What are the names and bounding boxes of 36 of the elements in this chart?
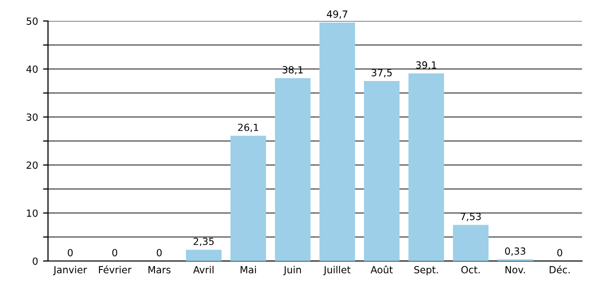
y-tick-label: 0 [32,257,38,265]
bar [452,224,489,261]
y-tick-label: 20 [26,161,38,169]
x-tick-label: Février [98,265,132,274]
x-tick-label: Avril [193,266,214,274]
x-tick-label: Déc. [550,265,570,274]
data-label: 26,1 [238,124,258,132]
data-label: 0 [68,248,73,256]
x-tick-label: Nov. [506,266,525,274]
y-tick-label: 40 [26,65,38,73]
data-label: 0 [112,248,118,256]
data-label: 37,5 [372,68,392,78]
data-label: 0 [557,248,562,256]
x-tick-label: Juillet [323,266,350,276]
data-label: 0 [156,248,162,256]
bar [186,250,222,261]
x-tick-label: Janvier [53,266,87,276]
y-tick-label: 10 [26,209,38,217]
x-tick-label: Oct. [461,266,480,274]
data-label: 39,1 [416,61,436,70]
x-tick-label: Août [370,265,393,274]
bar [319,22,356,261]
data-label: 49,7 [326,10,348,19]
x-tick-label: Juin [283,266,301,276]
y-tick-label: 30 [26,113,38,121]
bar [408,73,444,261]
y-tick-label: 50 [26,17,38,25]
data-label: 7,53 [460,212,481,222]
x-tick-label: Mai [240,266,256,274]
x-tick-label: Sept. [414,266,438,276]
data-label: 2,35 [194,238,214,246]
x-tick-label: Mars [148,266,170,274]
data-label: 0,33 [505,247,526,256]
bar [364,81,400,261]
bar [274,78,311,261]
bar [230,136,266,261]
